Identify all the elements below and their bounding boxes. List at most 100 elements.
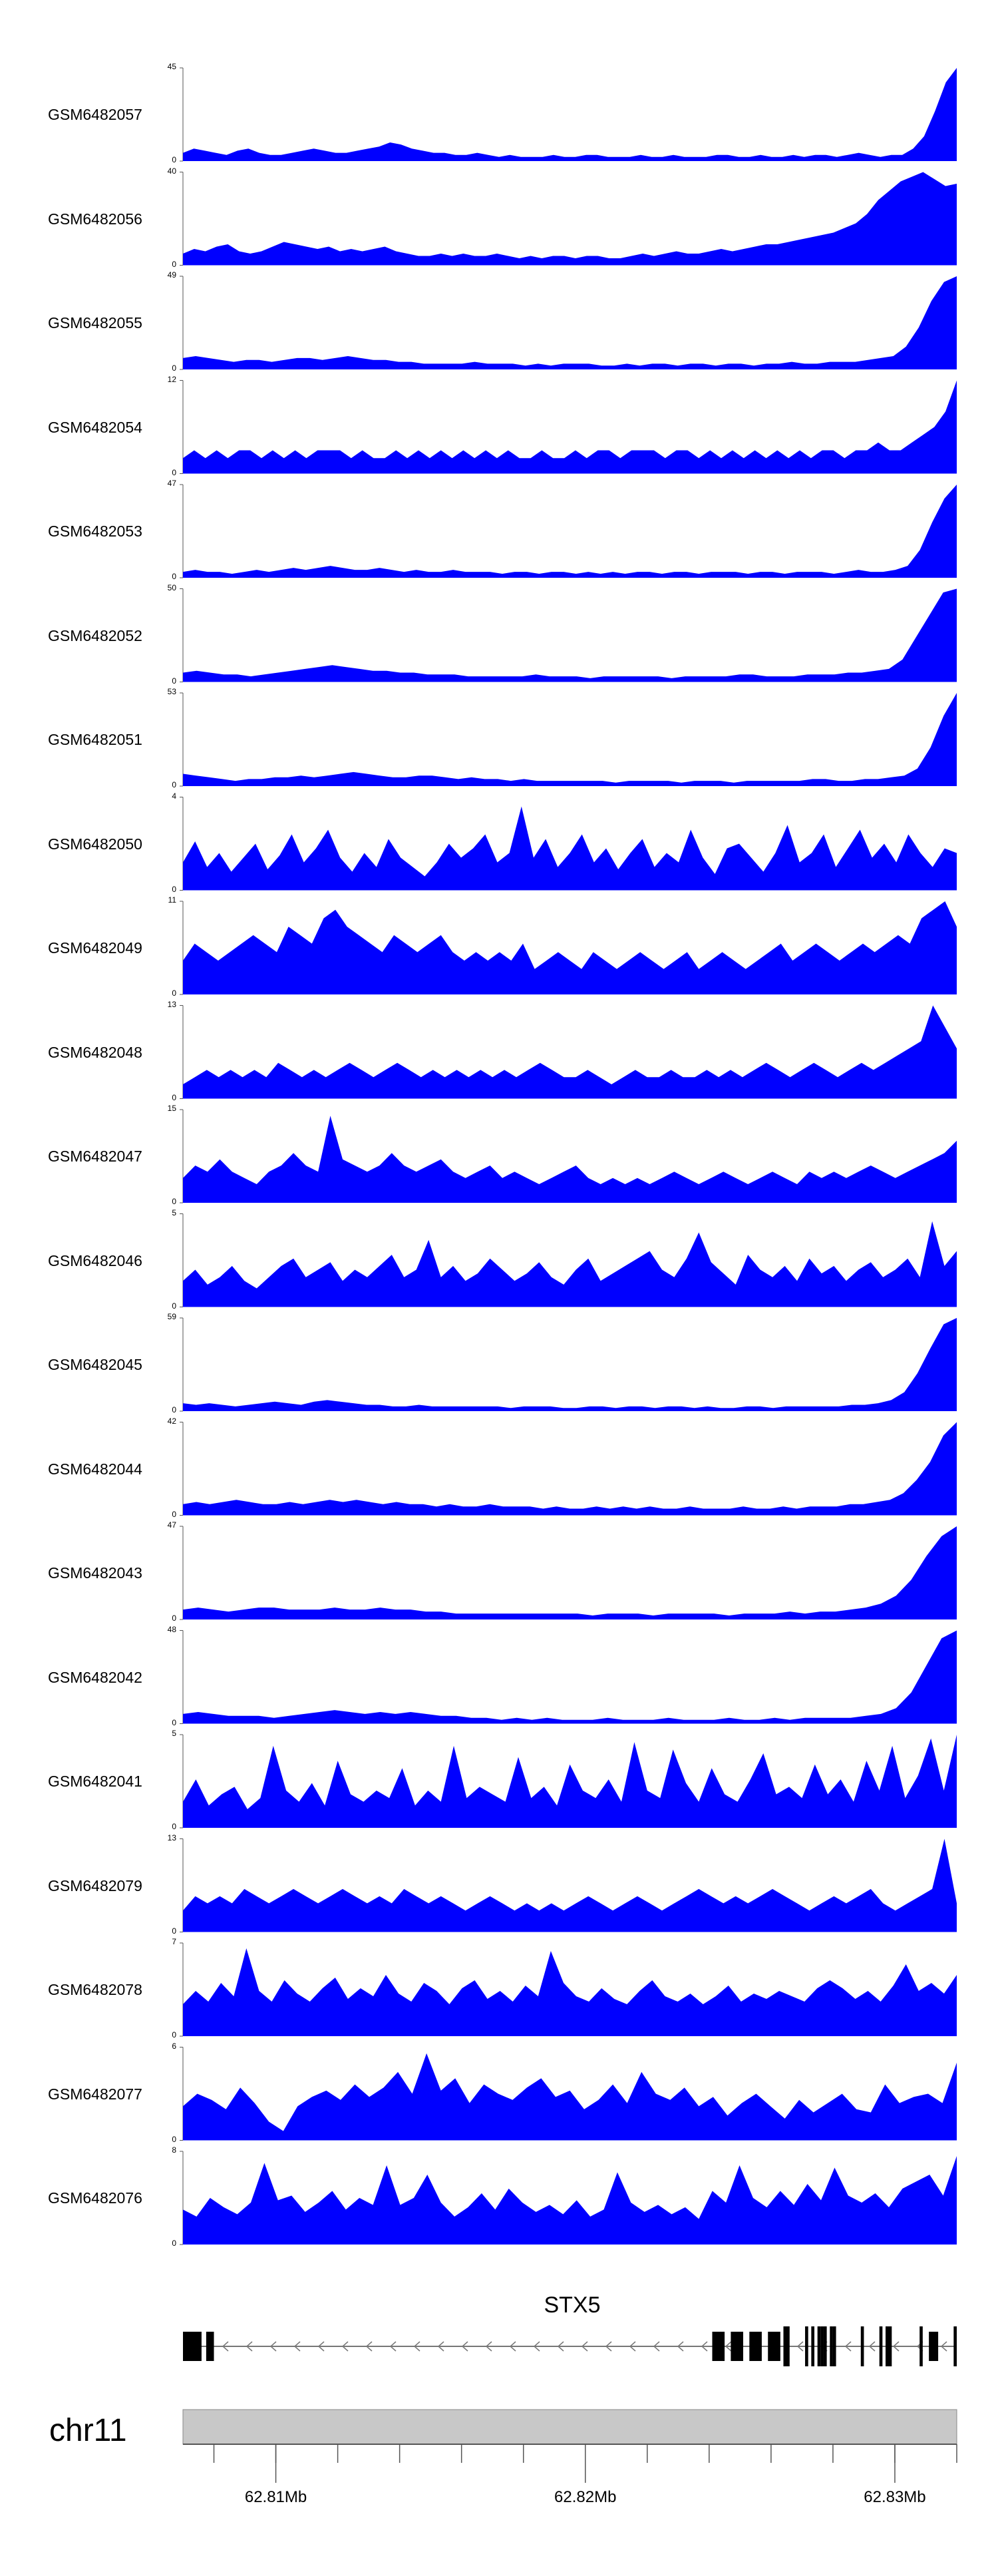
chromosome-ideogram xyxy=(182,2409,957,2445)
coverage-area-GSM6482051 xyxy=(183,693,957,786)
gene-exon xyxy=(206,2332,214,2361)
genome-axis-label: 62.82Mb xyxy=(554,2488,617,2506)
y-axis-zero-label: 0 xyxy=(172,1509,176,1519)
coverage-area-GSM6482048 xyxy=(183,1005,957,1099)
coverage-area-GSM6482047 xyxy=(183,1116,957,1203)
y-axis-zero-label: 0 xyxy=(172,1926,176,1936)
gene-exon xyxy=(768,2332,780,2361)
coverage-area-GSM6482042 xyxy=(183,1630,957,1724)
y-axis-max-label: 48 xyxy=(167,1624,176,1634)
coverage-area-GSM6482054 xyxy=(183,380,957,474)
track-name-label: GSM6482051 xyxy=(48,731,142,748)
y-axis-max-label: 53 xyxy=(167,687,176,696)
y-axis-max-label: 13 xyxy=(167,1832,176,1842)
y-axis-max-label: 45 xyxy=(167,62,176,71)
y-axis-zero-label: 0 xyxy=(172,2030,176,2039)
y-axis-zero-label: 0 xyxy=(172,884,176,894)
strand-arrow xyxy=(389,2341,397,2352)
coverage-area-GSM6482076 xyxy=(183,2156,957,2245)
strand-arrow xyxy=(725,2341,732,2352)
y-axis-max-label: 6 xyxy=(172,2041,176,2051)
coverage-area-GSM6482049 xyxy=(183,901,957,994)
y-axis-max-label: 40 xyxy=(167,166,176,176)
strand-arrow xyxy=(461,2341,468,2352)
coverage-area-GSM6482077 xyxy=(183,2053,957,2141)
gene-exon xyxy=(712,2332,725,2361)
y-axis-max-label: 5 xyxy=(172,1729,176,1738)
chromosome-label: chr11 xyxy=(49,2413,127,2448)
track-name-label: GSM6482047 xyxy=(48,1148,142,1165)
coverage-area-GSM6482057 xyxy=(183,68,957,161)
strand-arrow xyxy=(940,2341,947,2352)
y-axis-zero-label: 0 xyxy=(172,259,176,269)
gene-exon xyxy=(886,2326,892,2366)
y-axis-zero-label: 0 xyxy=(172,988,176,998)
gene-exon xyxy=(783,2326,790,2366)
y-axis-zero-label: 0 xyxy=(172,2239,176,2248)
strand-arrow xyxy=(413,2341,420,2352)
y-axis-max-label: 4 xyxy=(172,791,176,801)
coverage-area-GSM6482052 xyxy=(183,588,957,682)
y-axis-max-label: 7 xyxy=(172,1937,176,1946)
y-axis-max-label: 47 xyxy=(167,1520,176,1530)
y-axis-zero-label: 0 xyxy=(172,1405,176,1414)
y-axis-zero-label: 0 xyxy=(172,780,176,789)
track-name-label: GSM6482044 xyxy=(48,1460,142,1478)
track-name-label: GSM6482050 xyxy=(48,835,142,853)
y-axis-zero-label: 0 xyxy=(172,155,176,164)
y-axis-max-label: 42 xyxy=(167,1416,176,1426)
y-axis-zero-label: 0 xyxy=(172,676,176,686)
y-axis-max-label: 8 xyxy=(172,2145,176,2155)
y-axis-max-label: 49 xyxy=(167,270,176,280)
y-axis-zero-label: 0 xyxy=(172,1197,176,1206)
strand-arrow xyxy=(509,2341,516,2352)
strand-arrow xyxy=(629,2341,636,2352)
gene-name-label: STX5 xyxy=(544,2292,601,2318)
y-axis-zero-label: 0 xyxy=(172,467,176,477)
track-name-label: GSM6482078 xyxy=(48,1981,142,1998)
coverage-area-GSM6482043 xyxy=(183,1526,957,1619)
strand-arrow xyxy=(892,2341,900,2352)
strand-arrow xyxy=(293,2341,301,2352)
gene-exon xyxy=(805,2326,808,2366)
y-axis-max-label: 13 xyxy=(167,999,176,1009)
gene-exon xyxy=(919,2326,923,2366)
track-name-label: GSM6482077 xyxy=(48,2085,142,2103)
y-axis-zero-label: 0 xyxy=(172,1092,176,1102)
coverage-area-GSM6482056 xyxy=(183,172,957,266)
track-name-label: GSM6482076 xyxy=(48,2189,142,2207)
y-axis-max-label: 59 xyxy=(167,1312,176,1321)
track-name-label: GSM6482057 xyxy=(48,106,142,123)
track-name-label: GSM6482046 xyxy=(48,1251,142,1269)
gene-exon xyxy=(830,2326,833,2366)
gene-exon xyxy=(953,2326,957,2366)
y-axis-zero-label: 0 xyxy=(172,1717,176,1727)
y-axis-zero-label: 0 xyxy=(172,2134,176,2144)
strand-arrow xyxy=(653,2341,660,2352)
gene-exon xyxy=(820,2326,824,2366)
track-name-label: GSM6482052 xyxy=(48,626,142,644)
gene-exon xyxy=(749,2332,762,2361)
track-name-label: GSM6482054 xyxy=(48,418,142,436)
y-axis-zero-label: 0 xyxy=(172,1301,176,1311)
y-axis-zero-label: 0 xyxy=(172,572,176,581)
track-name-label: GSM6482043 xyxy=(48,1564,142,1582)
coverage-area-GSM6482050 xyxy=(183,806,957,891)
strand-arrow xyxy=(605,2341,612,2352)
coverage-area-GSM6482044 xyxy=(183,1422,957,1516)
strand-arrow xyxy=(701,2341,708,2352)
track-name-label: GSM6482079 xyxy=(48,1876,142,1894)
strand-arrow xyxy=(677,2341,684,2352)
gene-exon xyxy=(860,2326,864,2366)
strand-arrow xyxy=(533,2341,540,2352)
coverage-area-GSM6482079 xyxy=(183,1838,957,1932)
gene-exon xyxy=(929,2332,939,2361)
y-axis-max-label: 5 xyxy=(172,1207,176,1217)
gene-exon xyxy=(817,2326,821,2366)
strand-arrow xyxy=(581,2341,588,2352)
y-axis-zero-label: 0 xyxy=(172,1822,176,1831)
coverage-area-GSM6482041 xyxy=(183,1735,957,1828)
y-axis-max-label: 11 xyxy=(168,895,176,905)
track-name-label: GSM6482048 xyxy=(48,1043,142,1061)
